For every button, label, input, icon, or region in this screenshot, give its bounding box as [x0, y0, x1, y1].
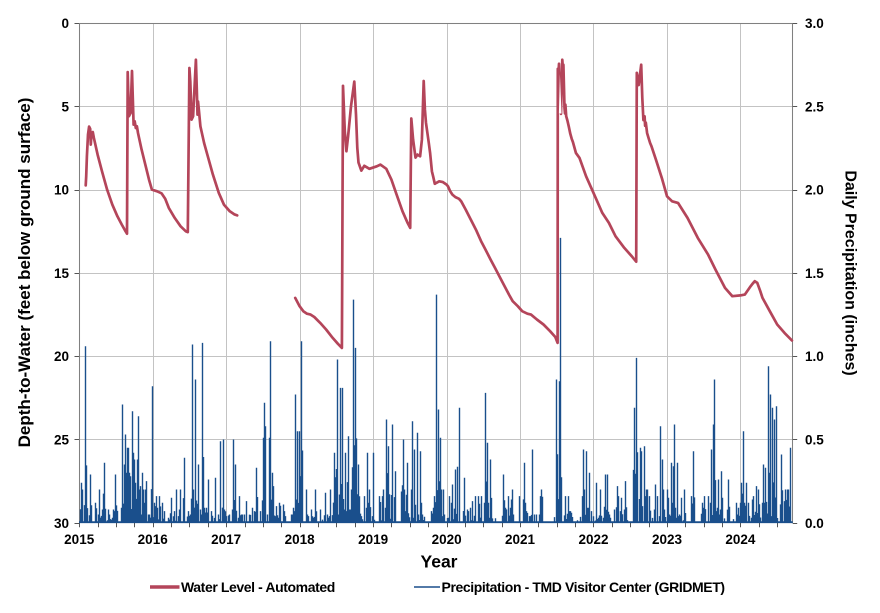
svg-text:1.5: 1.5 — [805, 266, 824, 281]
svg-text:2017: 2017 — [211, 532, 241, 547]
svg-text:2.5: 2.5 — [805, 99, 824, 114]
svg-text:10: 10 — [54, 183, 69, 198]
svg-text:2022: 2022 — [578, 532, 608, 547]
svg-text:Water Level - Automated: Water Level - Automated — [181, 579, 335, 595]
svg-text:20: 20 — [54, 349, 69, 364]
svg-text:1.0: 1.0 — [805, 349, 824, 364]
svg-text:Daily Precipitation (inches): Daily Precipitation (inches) — [842, 170, 859, 375]
svg-text:0.0: 0.0 — [805, 516, 824, 531]
svg-text:2018: 2018 — [285, 532, 316, 547]
svg-text:2.0: 2.0 — [805, 183, 824, 198]
svg-text:2023: 2023 — [652, 532, 683, 547]
svg-text:5: 5 — [61, 99, 69, 114]
svg-text:15: 15 — [54, 266, 70, 281]
svg-text:0.5: 0.5 — [805, 433, 824, 448]
svg-text:2020: 2020 — [432, 532, 462, 547]
svg-text:2021: 2021 — [505, 532, 536, 547]
svg-text:2016: 2016 — [138, 532, 169, 547]
svg-text:Year: Year — [421, 552, 458, 572]
svg-text:3.0: 3.0 — [805, 16, 824, 31]
svg-text:2024: 2024 — [725, 532, 756, 547]
svg-text:30: 30 — [54, 516, 69, 531]
svg-text:2019: 2019 — [358, 532, 388, 547]
svg-text:25: 25 — [54, 433, 70, 448]
svg-text:Depth-to-Water (feet below gro: Depth-to-Water (feet below ground surfac… — [15, 98, 34, 448]
svg-text:2015: 2015 — [64, 532, 95, 547]
svg-text:0: 0 — [61, 16, 69, 31]
svg-text:Precipitation - TMD Visitor Ce: Precipitation - TMD Visitor Center (GRID… — [442, 579, 725, 595]
